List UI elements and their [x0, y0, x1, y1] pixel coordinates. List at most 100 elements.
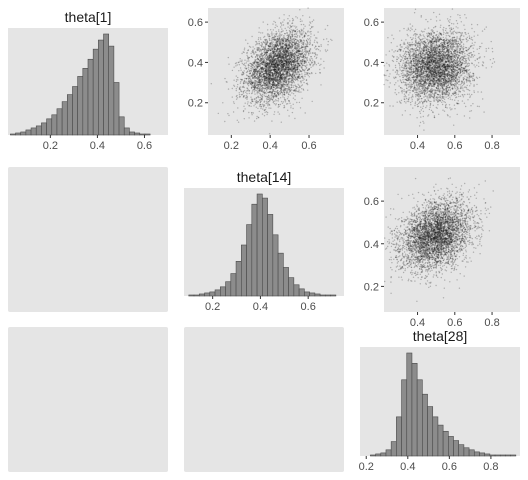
scatter-point: [285, 84, 287, 86]
scatter-point: [282, 92, 284, 94]
scatter-point: [265, 89, 268, 91]
scatter-point: [251, 68, 253, 70]
scatter-point: [303, 78, 305, 80]
scatter-point: [283, 104, 285, 107]
scatter-point: [273, 103, 276, 105]
scatter-point: [257, 75, 259, 77]
scatter-point: [282, 101, 285, 103]
scatter-point: [267, 96, 269, 98]
scatter-point: [232, 111, 235, 113]
scatter-point: [303, 64, 306, 67]
scatter-point: [278, 36, 280, 39]
scatter-point: [264, 39, 267, 41]
histogram-bar: [98, 39, 104, 136]
scatter-point: [258, 37, 260, 39]
scatter-point: [281, 65, 284, 67]
scatter-point: [290, 45, 292, 48]
scatter-point: [267, 44, 269, 47]
scatter-point: [283, 90, 285, 92]
scatter-point: [409, 30, 411, 32]
scatter-point: [302, 41, 304, 44]
scatter-point: [284, 99, 286, 101]
scatter-point: [295, 36, 298, 38]
scatter-point: [320, 45, 322, 47]
scatter-point: [310, 66, 312, 69]
scatter-point: [278, 17, 281, 19]
scatter-point: [260, 38, 262, 41]
scatter-point: [280, 100, 283, 103]
scatter-point: [292, 86, 295, 88]
scatter-point: [274, 68, 276, 70]
scatter-point: [261, 45, 263, 47]
scatter-point: [261, 74, 263, 76]
scatter-point: [313, 41, 316, 43]
scatter-point: [266, 71, 268, 73]
scatter-point: [309, 48, 312, 50]
scatter-point: [277, 59, 279, 61]
scatter-point: [285, 37, 287, 40]
scatter-point: [276, 84, 278, 86]
scatter-point: [266, 80, 268, 83]
scatter-point: [252, 53, 255, 55]
scatter-point: [282, 39, 285, 42]
scatter-point: [476, 64, 478, 67]
scatter-point: [249, 75, 251, 78]
scatter-point: [240, 69, 242, 71]
scatter-point: [290, 67, 293, 69]
scatter-point: [247, 85, 250, 87]
scatter-point: [267, 96, 269, 98]
scatter-point: [254, 103, 256, 105]
scatter-point: [250, 96, 252, 98]
scatter-point: [297, 31, 299, 33]
scatter-point: [256, 65, 258, 68]
scatter-point: [303, 60, 305, 63]
scatter-point: [449, 35, 451, 37]
scatter-point: [308, 34, 310, 37]
scatter-point: [260, 41, 263, 44]
scatter-point: [297, 62, 299, 64]
scatter-point: [266, 90, 268, 92]
scatter-point: [314, 47, 316, 49]
scatter-point: [283, 50, 285, 53]
scatter-point: [289, 69, 291, 71]
scatter-point: [274, 100, 276, 102]
scatter-point: [269, 46, 271, 48]
scatter-point: [251, 72, 254, 74]
scatter-point: [301, 43, 304, 45]
scatter-point: [399, 100, 401, 103]
scatter-point: [285, 79, 288, 81]
scatter-point: [268, 82, 271, 84]
scatter-point: [291, 86, 293, 88]
scatter-point: [255, 71, 258, 73]
scatter-point: [303, 70, 305, 72]
scatter-point: [316, 42, 319, 44]
scatter-point: [266, 40, 269, 42]
scatter-point: [299, 107, 302, 109]
scatter-point: [253, 51, 255, 54]
scatter-point: [288, 15, 290, 17]
scatter-point: [251, 92, 254, 94]
scatter-point: [304, 25, 306, 27]
scatter-point: [270, 96, 272, 98]
scatter-point: [408, 94, 410, 96]
scatter-point: [403, 27, 405, 30]
scatter-point: [326, 38, 328, 40]
scatter-point: [260, 98, 263, 100]
scatter-point: [395, 93, 398, 96]
scatter-point: [265, 107, 267, 109]
scatter-point: [248, 70, 251, 72]
scatter-point: [281, 43, 283, 45]
scatter-point: [235, 98, 238, 100]
scatter-point: [274, 60, 276, 62]
scatter-point: [282, 83, 284, 86]
scatter-point: [259, 89, 261, 91]
scatter-point: [243, 70, 245, 72]
scatter-point: [280, 84, 282, 86]
scatter-point: [277, 92, 279, 95]
scatter-point: [273, 52, 276, 54]
scatter-point: [259, 62, 262, 65]
scatter-point: [297, 71, 299, 74]
scatter-point: [272, 81, 274, 83]
scatter-point: [463, 115, 466, 117]
scatter-point: [270, 72, 272, 74]
